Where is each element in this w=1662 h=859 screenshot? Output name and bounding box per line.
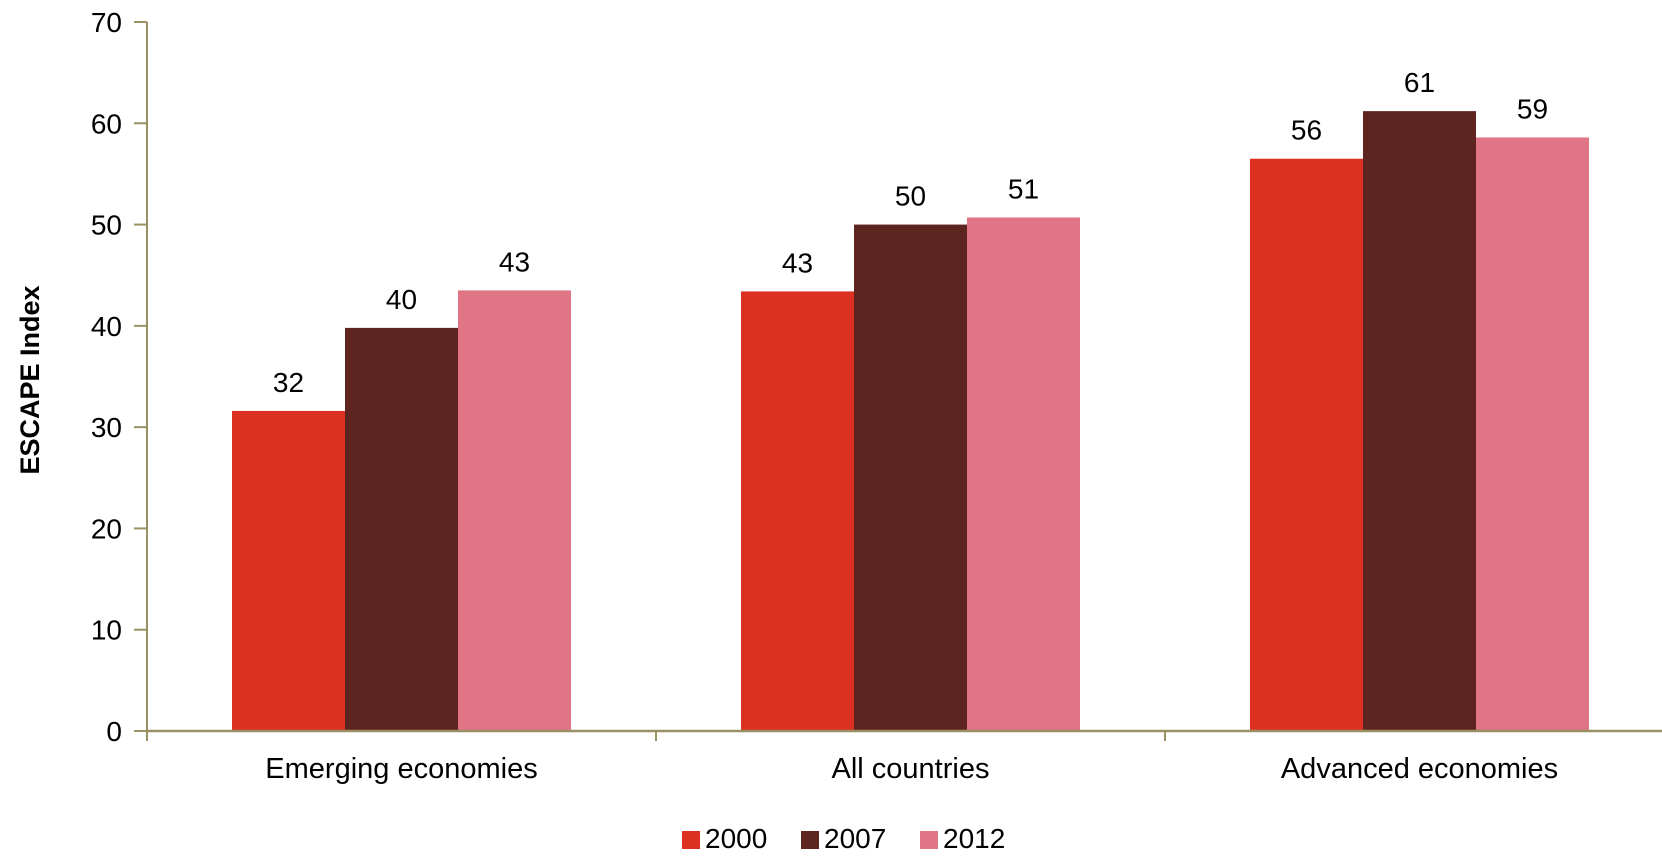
data-label-2007-0: 40	[386, 284, 417, 315]
legend-swatch-2007	[801, 831, 819, 849]
data-label-2012-0: 43	[499, 246, 530, 277]
bar-2012-2	[1476, 137, 1589, 732]
y-tick-label-4: 40	[91, 311, 122, 342]
data-labels-group: 32 40 43 43 50 51 56 61 59	[273, 67, 1548, 398]
legend: 2000 2007 2012	[682, 823, 1005, 854]
y-tick-label-0: 0	[106, 716, 122, 747]
bar-2007-0	[345, 327, 458, 731]
bars-group	[232, 111, 1589, 732]
legend-swatch-2000	[682, 831, 700, 849]
data-label-2000-1: 43	[782, 247, 813, 278]
y-tick-label-1: 10	[91, 615, 122, 646]
y-tick-labels-group: 0 10 20 30 40 50 60 70	[91, 7, 122, 747]
bar-2000-1	[741, 291, 854, 731]
axes-group	[134, 21, 1662, 741]
x-category-labels-group: Emerging economies All countries Advanced …	[265, 753, 1558, 785]
y-tick-label-2: 20	[91, 513, 122, 544]
y-tick-label-6: 60	[91, 108, 122, 139]
y-tick-label-3: 30	[91, 412, 122, 443]
data-label-2000-2: 56	[1291, 115, 1322, 146]
legend-label-2000: 2000	[705, 823, 767, 854]
bar-2000-0	[232, 410, 345, 731]
data-label-2007-2: 61	[1404, 67, 1435, 98]
bar-2012-1	[967, 217, 1080, 731]
data-label-2012-1: 51	[1008, 173, 1039, 204]
bar-2007-2	[1363, 111, 1476, 732]
legend-label-2007: 2007	[824, 823, 886, 854]
y-tick-label-7: 70	[91, 7, 122, 38]
y-axis-label: ESCAPE Index	[15, 285, 45, 474]
legend-swatch-2012	[920, 831, 938, 849]
x-category-label-2: Advanced economies	[1281, 753, 1558, 785]
legend-label-2012: 2012	[943, 823, 1005, 854]
data-label-2012-2: 59	[1517, 93, 1548, 124]
bar-2012-0	[458, 290, 571, 731]
y-tick-label-5: 50	[91, 210, 122, 241]
bar-2007-1	[854, 224, 967, 732]
x-category-label-0: Emerging economies	[265, 753, 537, 785]
x-category-label-1: All countries	[832, 753, 990, 785]
data-label-2007-1: 50	[895, 181, 926, 212]
bar-2000-2	[1250, 158, 1363, 731]
data-label-2000-0: 32	[273, 367, 304, 398]
